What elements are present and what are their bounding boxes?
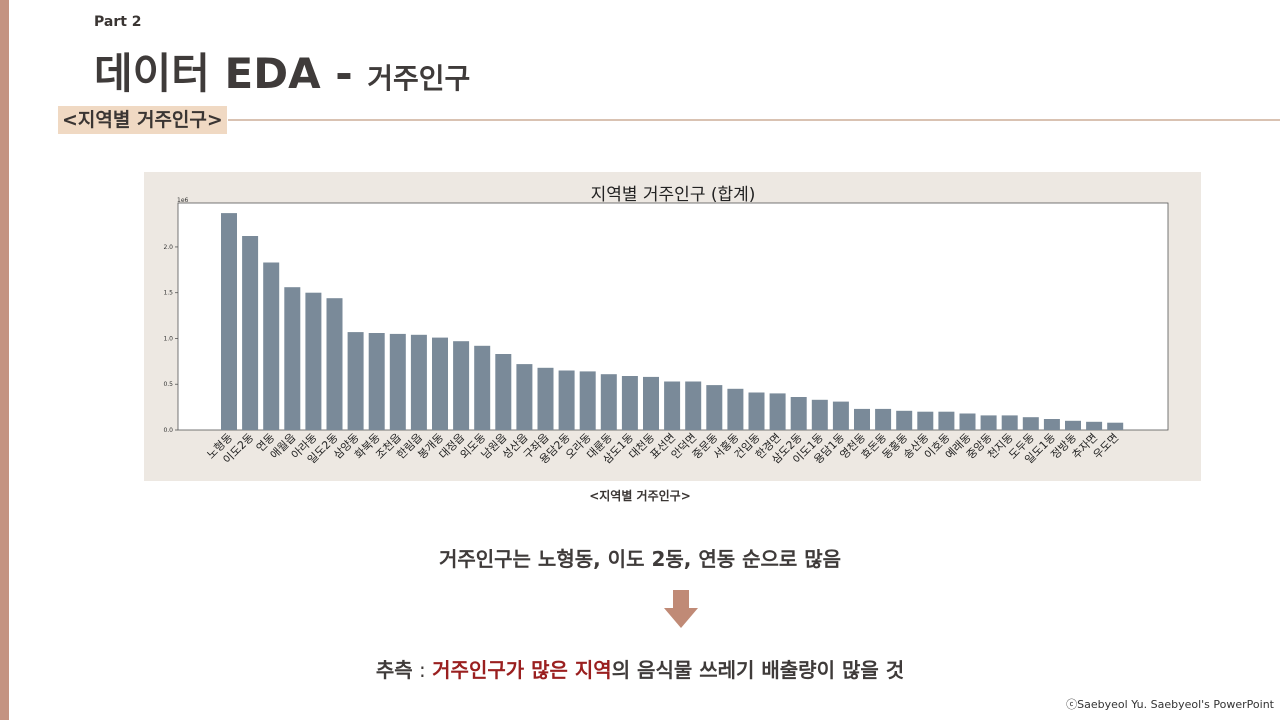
bar <box>1043 419 1060 430</box>
finding-text: 거주인구는 노형동, 이도 2동, 연동 순으로 많음 <box>438 547 842 571</box>
bar <box>875 408 892 430</box>
slide-title-main: 데이터 EDA - <box>94 49 368 98</box>
bar <box>832 401 849 430</box>
bar <box>221 213 237 430</box>
bar <box>1022 417 1039 430</box>
bar <box>305 292 322 430</box>
slide-title: 데이터 EDA - 거주인구 <box>94 40 470 101</box>
inference-text: 추측 : 거주인구가 많은 지역의 음식물 쓰레기 배출량이 많을 것 <box>0 654 1280 683</box>
bar <box>516 364 533 430</box>
bar <box>474 345 491 430</box>
bar <box>368 333 385 430</box>
bar <box>643 376 659 430</box>
inference-highlight: 거주인구가 많은 지역 <box>432 658 612 682</box>
section-divider <box>228 119 1280 121</box>
y-tick-label: 1.5 <box>163 290 173 297</box>
bar <box>347 332 364 430</box>
bar <box>326 298 343 430</box>
inference-colon: : <box>412 658 433 682</box>
bar <box>959 413 976 430</box>
left-accent-bar <box>0 0 9 720</box>
bar <box>1001 415 1018 430</box>
bar <box>263 262 280 430</box>
y-tick-label: 0.5 <box>163 381 173 388</box>
bar <box>896 410 913 430</box>
bar <box>938 411 955 430</box>
bar <box>769 393 786 430</box>
bar <box>600 374 617 430</box>
bar <box>621 376 638 430</box>
bar <box>980 415 997 430</box>
bar <box>811 399 828 430</box>
bar <box>1065 420 1081 430</box>
bar <box>748 392 765 430</box>
bar-chart: 지역별 거주인구 (합계) 1e6 0.0 0.5 1.0 1.5 2.0 노형동이도2… <box>163 185 1169 467</box>
bar <box>242 236 259 430</box>
bar <box>495 354 512 430</box>
copyright-text: ⓒSaebyeol Yu. Saebyeol's PowerPoint <box>1066 698 1274 711</box>
bar <box>432 337 448 430</box>
chart-title: 지역별 거주인구 (합계) <box>591 185 756 205</box>
bar <box>917 411 934 430</box>
bar <box>664 381 681 430</box>
section-tag: <지역별 거주인구> <box>58 106 227 134</box>
bar <box>1086 421 1103 430</box>
bar <box>706 385 723 430</box>
bar <box>389 333 406 430</box>
y-scale-label: 1e6 <box>177 197 189 204</box>
bar <box>685 381 702 430</box>
y-tick-label: 1.0 <box>163 335 173 342</box>
x-axis-labels: 노형동이도2동연동애월읍아라동일도2동삼양동화북동조천읍한림읍봉개동대정읍외도동… <box>204 430 1121 466</box>
inference-rest: 의 음식물 쓰레기 배출량이 많을 것 <box>611 658 905 682</box>
bar <box>727 388 744 430</box>
bar <box>284 287 301 430</box>
bar <box>1107 422 1124 430</box>
chart-panel: 지역별 거주인구 (합계) 1e6 0.0 0.5 1.0 1.5 2.0 노형동 이도2… <box>144 172 1201 481</box>
bar <box>453 341 470 430</box>
bar <box>537 367 554 430</box>
bar <box>790 397 807 430</box>
y-tick-label: 2.0 <box>163 244 173 251</box>
inference-label: 추측 <box>375 658 413 682</box>
chart-caption: <지역별 거주인구> <box>589 489 691 503</box>
y-axis: 0.0 0.5 1.0 1.5 2.0 <box>163 244 178 434</box>
bars <box>221 213 1124 430</box>
bar <box>854 408 870 430</box>
down-arrow-icon <box>664 590 698 628</box>
y-tick-label: 0.0 <box>163 427 173 434</box>
bar <box>558 370 575 430</box>
slide-title-sub: 거주인구 <box>367 62 471 95</box>
part-label: Part 2 <box>94 14 142 30</box>
bar <box>579 371 596 430</box>
bar <box>410 334 427 430</box>
